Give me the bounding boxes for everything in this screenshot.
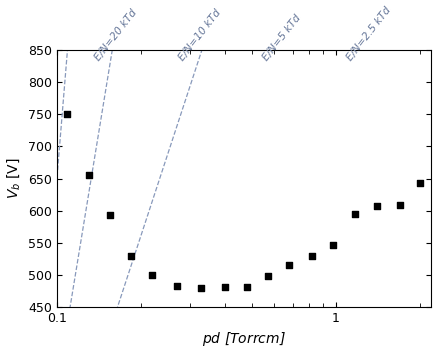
Point xyxy=(397,202,404,208)
Point xyxy=(351,211,358,217)
Y-axis label: $V_b$ [V]: $V_b$ [V] xyxy=(6,158,22,199)
Point xyxy=(330,242,337,247)
Point xyxy=(416,180,423,186)
Text: E/N=10 kTd: E/N=10 kTd xyxy=(177,8,223,63)
Text: E/N=5 kTd: E/N=5 kTd xyxy=(261,13,303,63)
Point xyxy=(149,272,156,278)
Point xyxy=(106,212,113,218)
Point xyxy=(128,253,135,258)
Text: E/N=2.5 kTd: E/N=2.5 kTd xyxy=(345,5,393,63)
Point xyxy=(373,204,380,209)
Point xyxy=(264,273,271,278)
Point xyxy=(309,253,316,258)
Text: E/N=20 kTd: E/N=20 kTd xyxy=(93,8,139,63)
Point xyxy=(64,112,71,117)
X-axis label: $pd$ [Torrcm]: $pd$ [Torrcm] xyxy=(202,330,286,348)
Point xyxy=(85,172,92,178)
Point xyxy=(286,262,293,268)
Point xyxy=(198,285,205,291)
Point xyxy=(243,284,250,290)
Point xyxy=(221,284,228,290)
Point xyxy=(173,283,180,289)
